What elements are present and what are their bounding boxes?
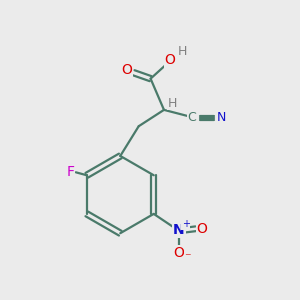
Text: H: H (168, 97, 177, 110)
Text: O: O (174, 245, 184, 260)
Text: C: C (187, 111, 196, 124)
Text: +: + (182, 219, 190, 229)
Text: N: N (217, 111, 226, 124)
Text: O: O (122, 63, 132, 77)
Text: F: F (67, 165, 74, 179)
Text: O: O (196, 222, 207, 236)
Text: O: O (164, 53, 175, 67)
Text: H: H (178, 45, 187, 58)
Text: ⁻: ⁻ (184, 251, 191, 264)
Text: N: N (173, 223, 185, 237)
